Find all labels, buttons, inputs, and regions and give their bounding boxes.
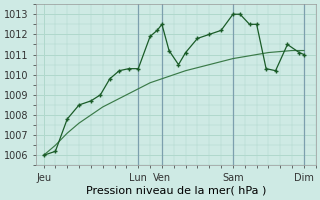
X-axis label: Pression niveau de la mer( hPa ): Pression niveau de la mer( hPa ) xyxy=(86,186,266,196)
